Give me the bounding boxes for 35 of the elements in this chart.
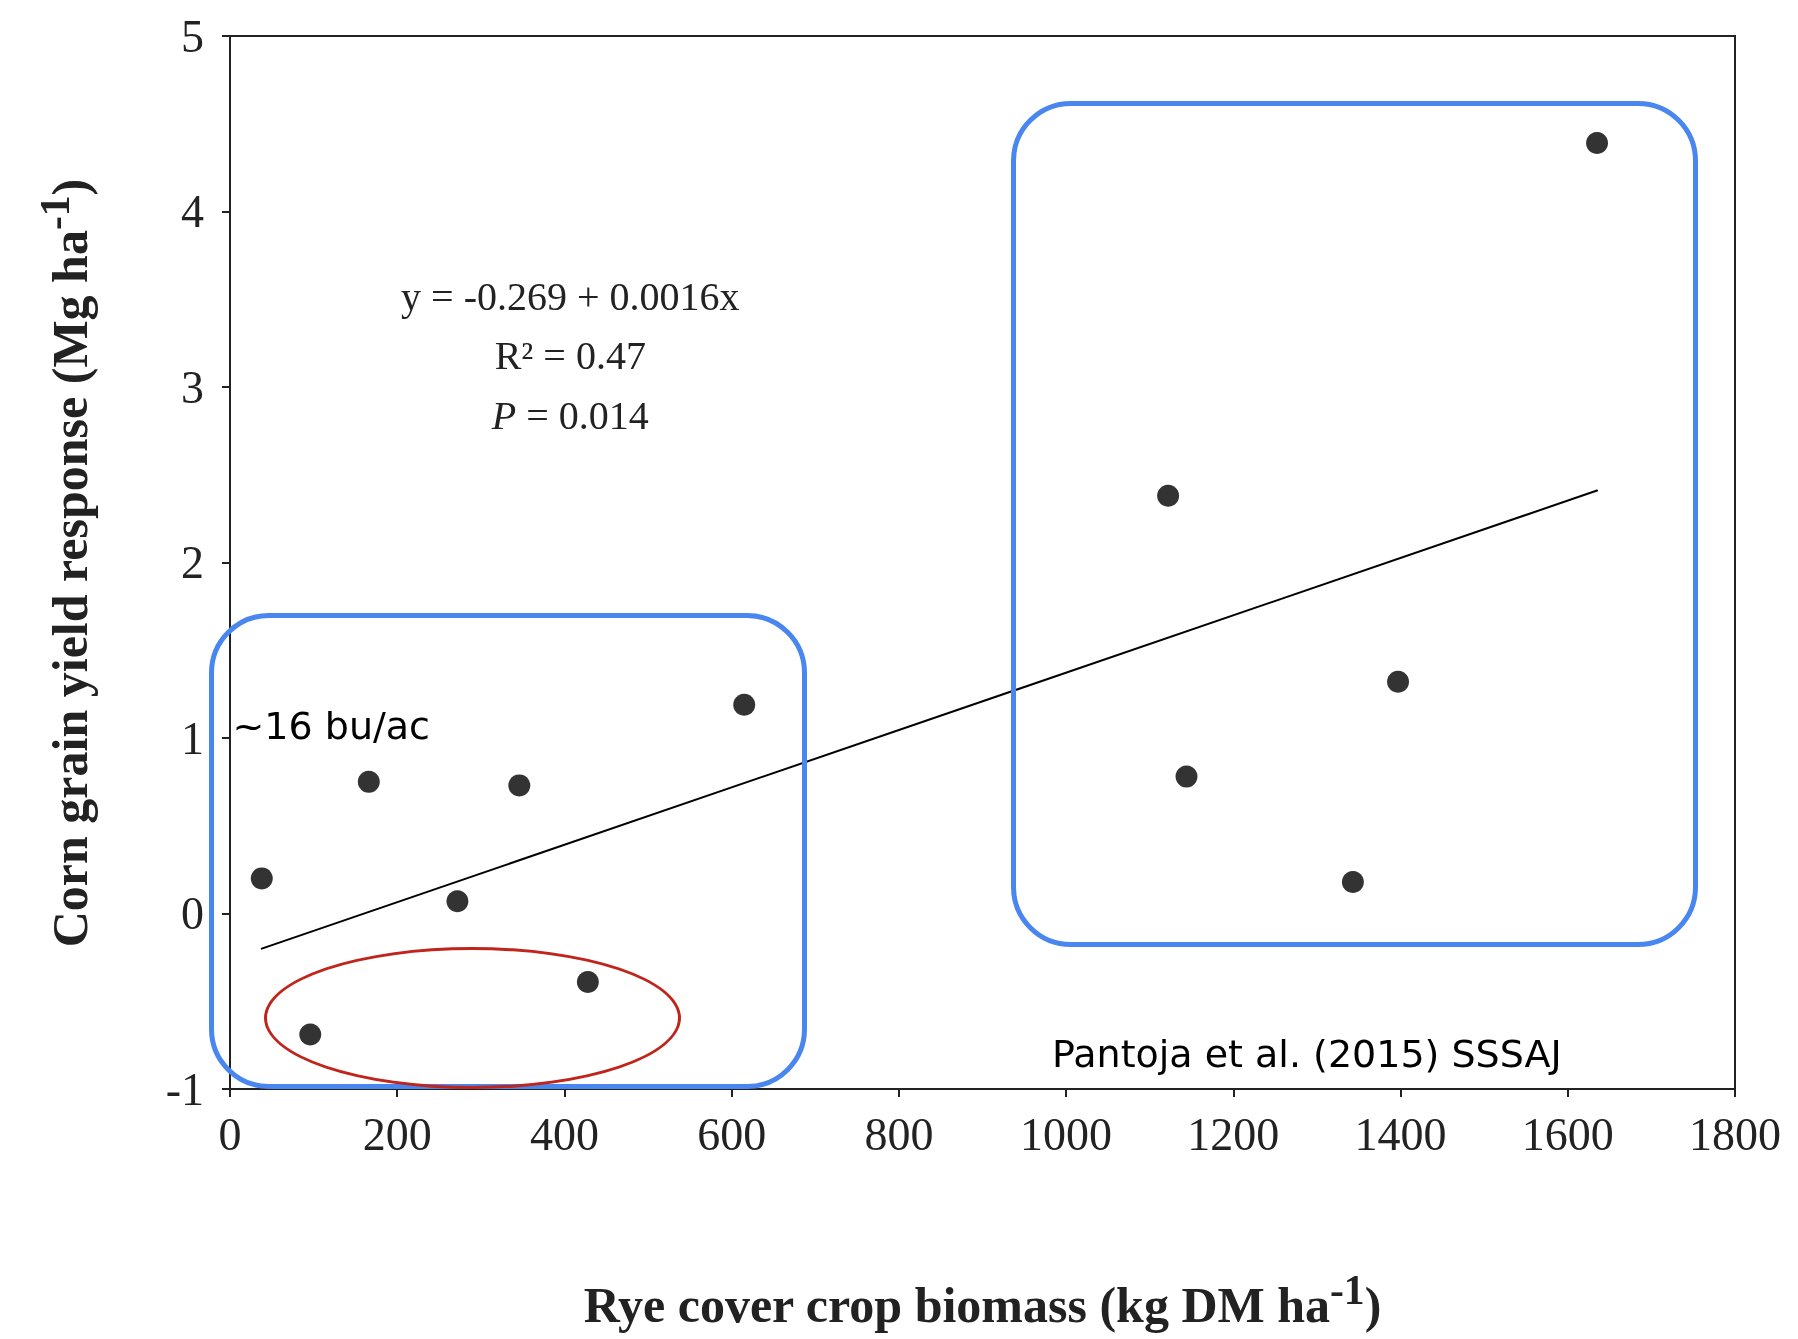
x-tick-label: 400 <box>529 1108 599 1160</box>
point <box>250 867 273 890</box>
annotation: ~16 bu/ac <box>232 703 430 748</box>
point <box>1586 132 1609 155</box>
y-tick-label: -1 <box>165 1063 204 1115</box>
y-tick-label: 1 <box>181 712 204 764</box>
y-tick-label: 5 <box>181 10 204 62</box>
point <box>576 970 599 993</box>
y-tick-label: 2 <box>181 537 204 588</box>
annotation: Pantoja et al. (2015) SSSAJ <box>1052 1031 1562 1076</box>
y-tick-label: 0 <box>181 888 204 939</box>
annotation: P = 0.014 <box>491 391 649 439</box>
annotation: y = -0.269 + 0.0016x <box>401 272 740 320</box>
point <box>446 890 469 913</box>
y-tick-label: 4 <box>181 186 204 237</box>
point <box>508 774 531 797</box>
x-tick-label: 1800 <box>1689 1108 1781 1160</box>
x-tick-label: 1000 <box>1020 1108 1113 1160</box>
x-tick-label: 200 <box>362 1108 432 1160</box>
x-tick-label: 800 <box>864 1108 934 1160</box>
point <box>1387 670 1410 693</box>
point <box>1341 870 1364 893</box>
point <box>733 693 756 716</box>
x-axis-title: Rye cover crop biomass (kg DM ha$^{-1}$) <box>583 1266 1382 1334</box>
point <box>1175 765 1198 788</box>
x-tick-label: 1200 <box>1187 1108 1280 1160</box>
annotation: R² = 0.47 <box>494 331 646 379</box>
x-tick-label: 1600 <box>1521 1108 1614 1160</box>
point <box>1157 484 1180 507</box>
x-tick-label: 600 <box>697 1108 767 1160</box>
y-tick-label: 3 <box>181 361 204 413</box>
x-tick-label: 1400 <box>1354 1108 1447 1160</box>
point <box>299 1023 322 1046</box>
x-tick-label: 0 <box>218 1108 242 1160</box>
point <box>357 770 380 793</box>
